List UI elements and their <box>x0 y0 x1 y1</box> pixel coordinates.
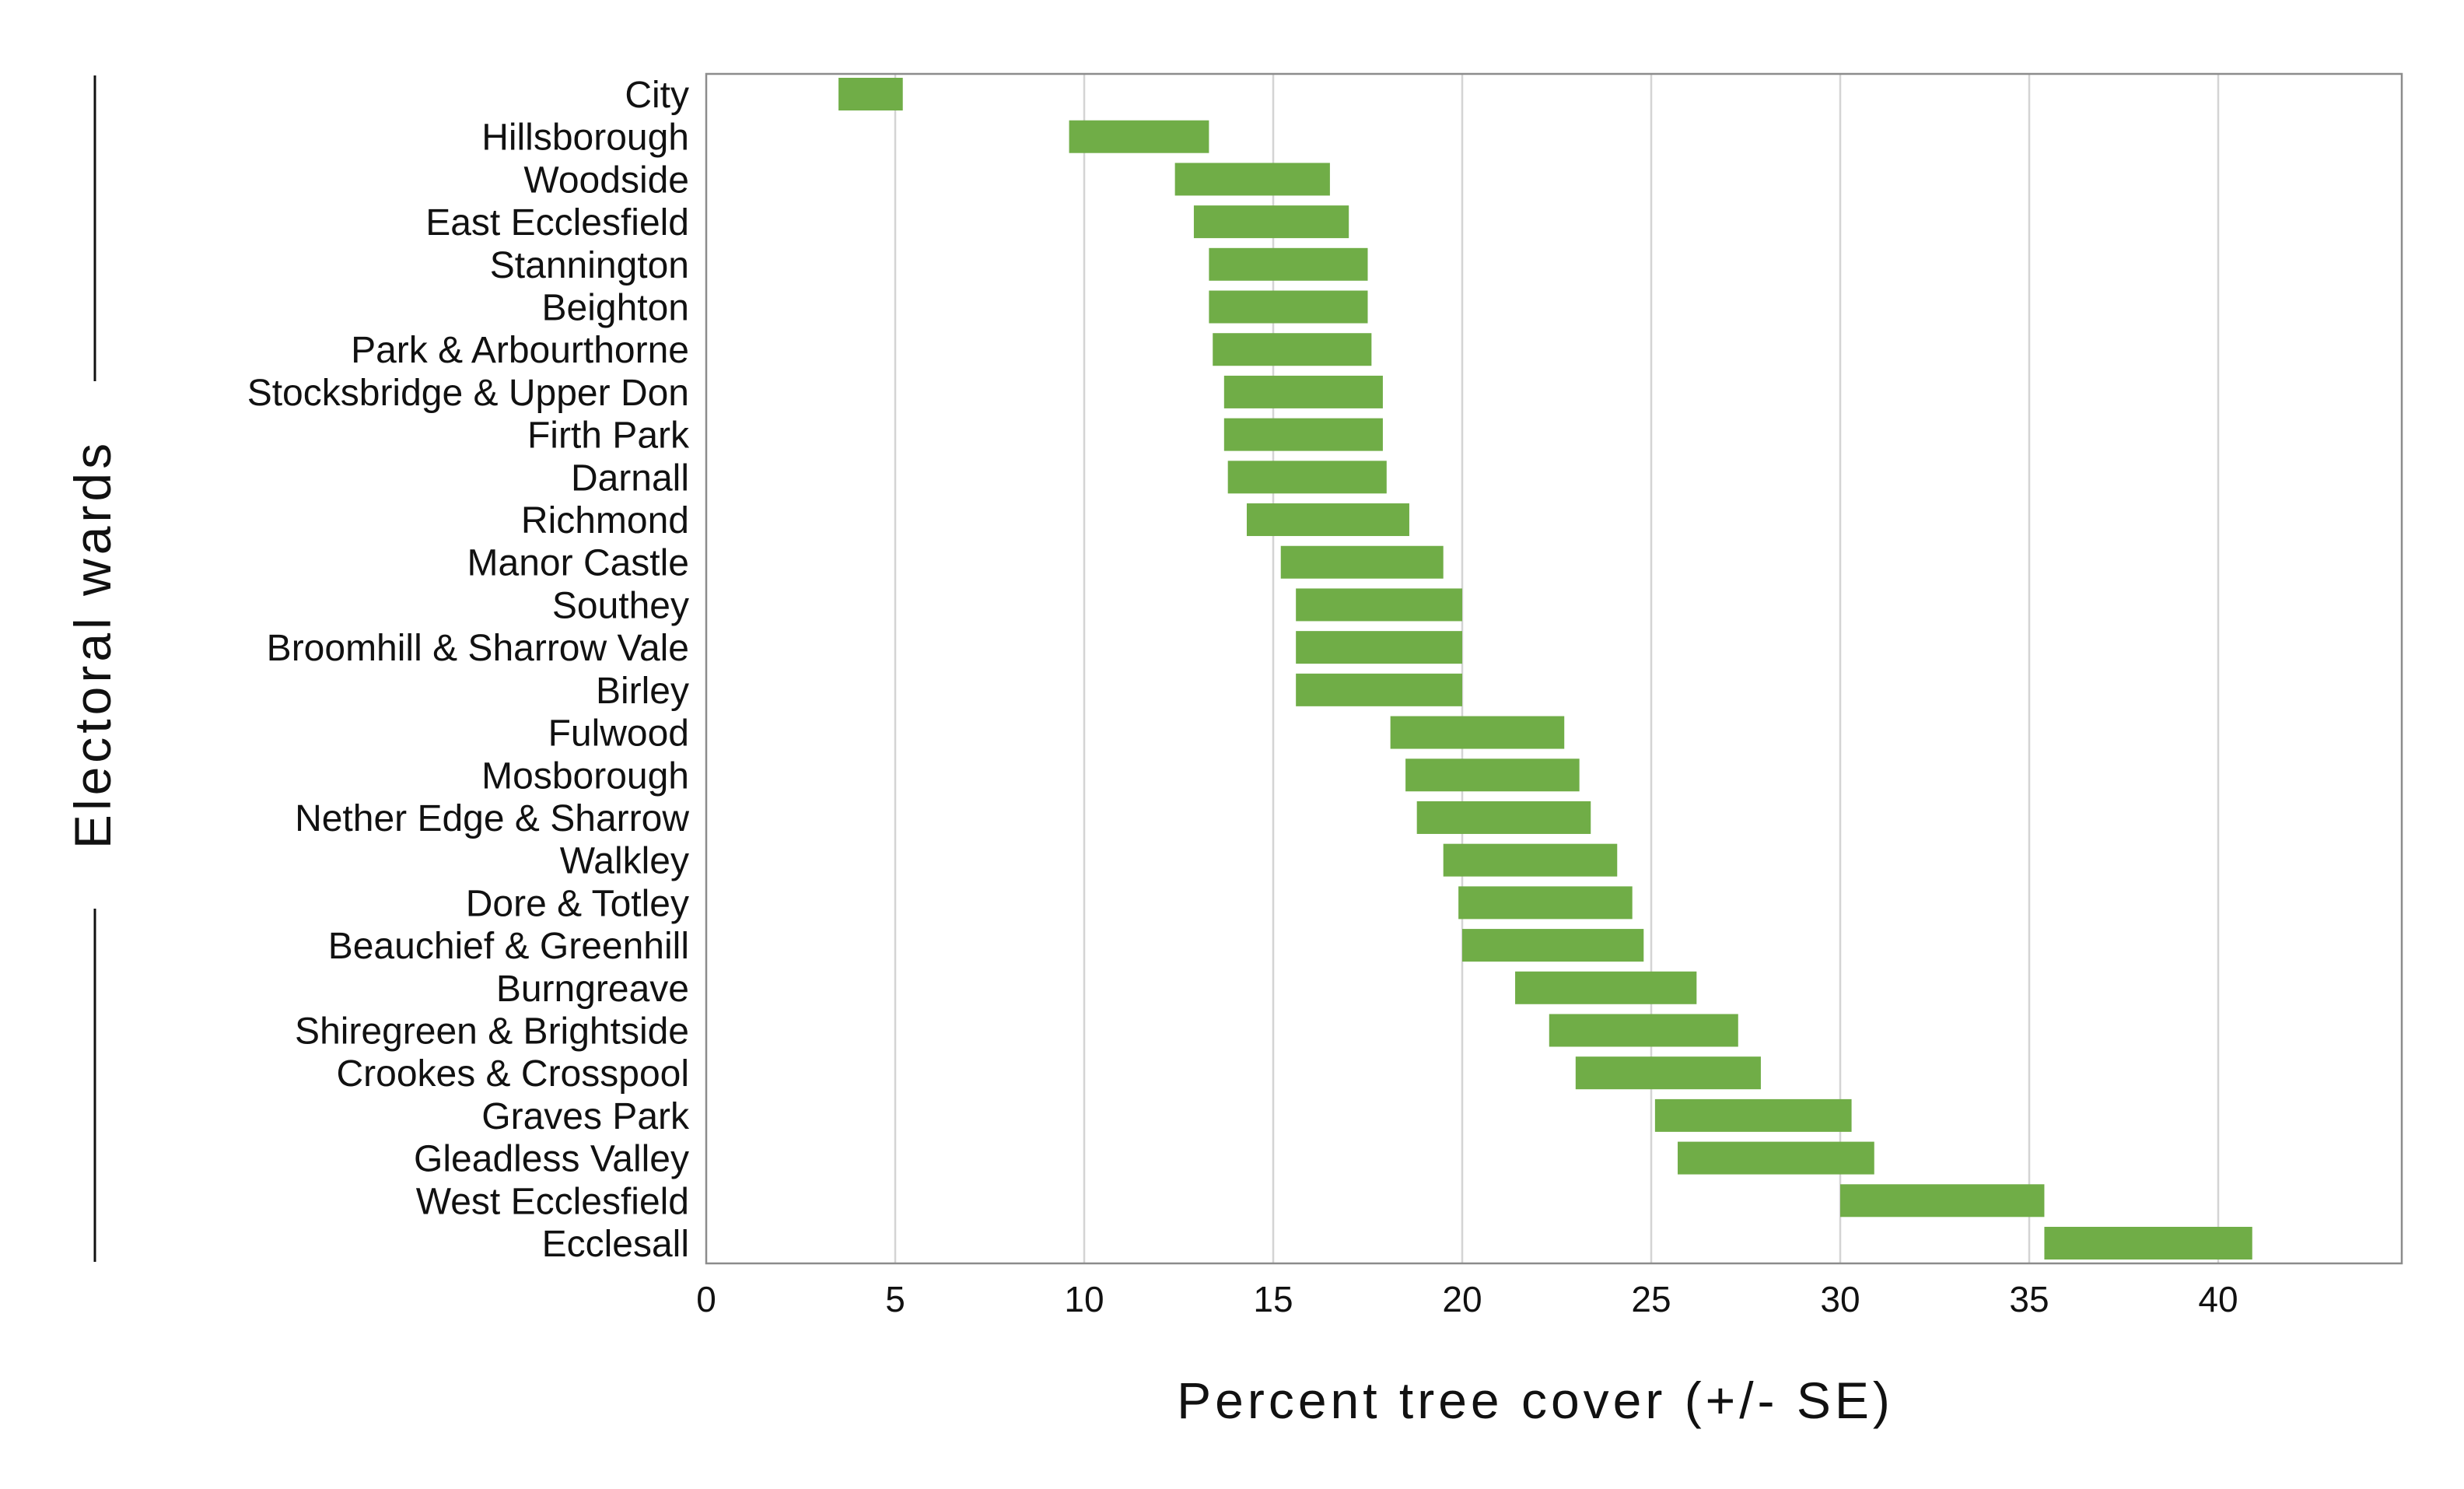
y-axis-title: Electoral wards <box>64 440 121 849</box>
bar <box>1296 673 1462 706</box>
bar <box>1209 290 1368 324</box>
bar <box>1390 716 1565 749</box>
bar <box>1223 375 1383 408</box>
bar <box>1223 418 1383 451</box>
category-label: Birley <box>596 671 689 712</box>
category-label: Graves Park <box>481 1096 690 1137</box>
bar <box>1575 1056 1761 1090</box>
category-label: Dore & Totley <box>466 883 689 924</box>
category-label: West Ecclesfield <box>416 1181 689 1222</box>
bar <box>1678 1141 1874 1175</box>
category-label: Ecclesall <box>542 1224 689 1265</box>
category-label: East Ecclesfield <box>425 202 689 243</box>
category-label: Darnall <box>571 457 689 499</box>
bar <box>1296 631 1462 664</box>
x-tick-label: 25 <box>1631 1279 1671 1319</box>
bar <box>1246 503 1409 537</box>
category-label: Gleadless Valley <box>414 1139 689 1180</box>
x-tick-labels: 0 5 10 15 20 25 30 35 40 <box>696 1279 2238 1319</box>
bar <box>1405 759 1580 792</box>
category-label: Crookes & Crosspool <box>336 1053 689 1095</box>
category-label: Burngreave <box>496 969 689 1010</box>
category-label: Manor Castle <box>467 543 689 584</box>
category-label: Hillsborough <box>481 117 689 159</box>
category-label: Stocksbridge & Upper Don <box>247 373 689 414</box>
bar <box>1174 163 1330 196</box>
bar <box>1840 1184 2045 1217</box>
x-tick-label: 30 <box>1820 1279 1860 1319</box>
category-label: Walkley <box>560 841 689 882</box>
bar <box>1209 247 1368 281</box>
category-label: Broomhill & Sharrow Vale <box>267 628 689 669</box>
category-label: Woodside <box>523 159 689 201</box>
x-tick-label: 10 <box>1064 1279 1104 1319</box>
category-label: Mosborough <box>481 755 689 797</box>
bar <box>2044 1227 2252 1260</box>
bar <box>1462 929 1644 962</box>
bar <box>1193 205 1349 239</box>
x-tick-label: 15 <box>1253 1279 1293 1319</box>
bar <box>1069 120 1209 153</box>
category-label: Park & Arbourthorne <box>351 330 689 371</box>
bar <box>1416 801 1591 834</box>
category-label: Nether Edge & Sharrow <box>295 798 689 839</box>
x-tick-label: 5 <box>885 1279 905 1319</box>
x-tick-label: 20 <box>1442 1279 1482 1319</box>
bar <box>1213 333 1372 366</box>
x-axis-title: Percent tree cover (+/- SE) <box>1177 1372 1894 1429</box>
x-tick-label: 0 <box>696 1279 716 1319</box>
category-label: Fulwood <box>548 713 689 755</box>
x-tick-label: 40 <box>2198 1279 2238 1319</box>
bar <box>1549 1014 1738 1047</box>
bar <box>1458 886 1633 920</box>
x-tick-label: 35 <box>2009 1279 2049 1319</box>
bar <box>1227 461 1387 494</box>
bar <box>1296 588 1462 622</box>
bar <box>1280 545 1444 579</box>
plot-frame <box>705 72 2403 1265</box>
category-label: City <box>625 75 689 116</box>
category-label: Beauchief & Greenhill <box>328 926 689 967</box>
category-label: Beighton <box>542 288 690 329</box>
category-label: Stannington <box>490 245 689 286</box>
category-label: Richmond <box>521 500 689 541</box>
category-label: Southey <box>552 585 689 626</box>
bar-series <box>838 78 2252 1260</box>
bar <box>1515 971 1697 1004</box>
bar <box>838 78 903 110</box>
bar <box>1443 843 1618 877</box>
gridlines <box>894 74 2220 1263</box>
category-label: Firth Park <box>527 415 690 457</box>
category-label: Shiregreen & Brightside <box>295 1011 689 1052</box>
bar <box>1654 1098 1852 1132</box>
